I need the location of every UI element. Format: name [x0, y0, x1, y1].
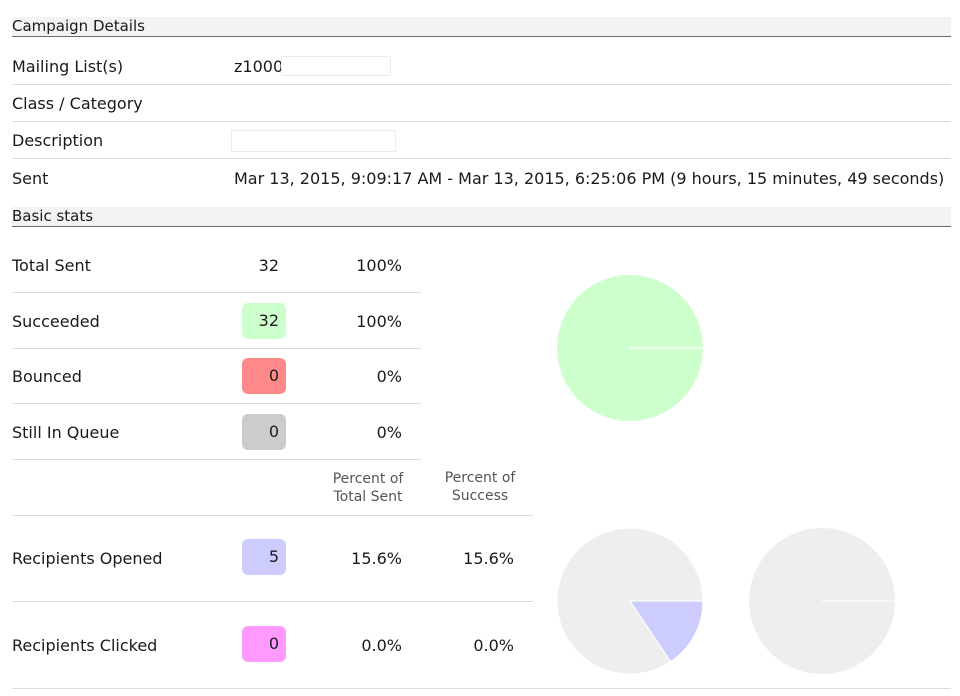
divider [12, 292, 421, 293]
divider [12, 348, 421, 349]
percent-success-header: Percent of Success [430, 469, 530, 505]
succeeded-percent: 100% [356, 312, 402, 331]
opened-pie-chart [556, 527, 704, 675]
divider [12, 158, 951, 159]
sent-value: Mar 13, 2015, 9:09:17 AM - Mar 13, 2015,… [234, 169, 945, 188]
divider [12, 688, 951, 689]
divider [12, 459, 421, 460]
recipients-opened-pct-total: 15.6% [351, 549, 402, 568]
succeeded-count-badge: 32 [242, 303, 286, 339]
still-in-queue-label: Still In Queue [12, 423, 120, 442]
recipients-clicked-count-badge: 0 [242, 626, 286, 662]
pie-slice-not-opened [556, 527, 704, 675]
divider [12, 403, 421, 404]
still-in-queue-count-badge: 0 [242, 414, 286, 450]
percent-total-header-line2: Total Sent [333, 489, 403, 505]
percent-success-header-line2: Success [451, 488, 509, 504]
succeeded-label: Succeeded [12, 312, 100, 331]
recipients-opened-pct-success: 15.6% [463, 549, 514, 568]
divider [12, 515, 533, 516]
total-sent-count: 32 [258, 256, 279, 275]
sent-label: Sent [12, 169, 49, 188]
percent-success-header-line1: Percent of [444, 470, 516, 486]
divider [12, 121, 951, 122]
recipients-clicked-pct-success: 0.0% [473, 636, 514, 655]
basic-stats-header: Basic stats [12, 207, 951, 227]
campaign-details-title: Campaign Details [12, 17, 145, 35]
bounced-label: Bounced [12, 367, 82, 386]
total-sent-percent: 100% [356, 256, 402, 275]
divider [12, 601, 533, 602]
description-input[interactable] [231, 130, 396, 152]
still-in-queue-percent: 0% [376, 423, 402, 442]
mailing-list-value: z1000 [234, 57, 284, 76]
clicked-pie-chart [749, 528, 895, 674]
bounced-count-badge: 0 [242, 358, 286, 394]
pie-slice-recipients-opened [629, 600, 704, 663]
campaign-details-header: Campaign Details [12, 17, 951, 37]
basic-stats-title: Basic stats [12, 207, 94, 225]
percent-total-header: Percent of Total Sent [318, 470, 418, 506]
mailing-list-input[interactable] [281, 56, 391, 76]
class-category-label: Class / Category [12, 94, 143, 113]
description-label: Description [12, 131, 104, 150]
recipients-opened-count-badge: 5 [242, 539, 286, 575]
recipients-clicked-pct-total: 0.0% [361, 636, 402, 655]
bounced-percent: 0% [376, 367, 402, 386]
recipients-clicked-label: Recipients Clicked [12, 636, 158, 655]
recipients-opened-label: Recipients Opened [12, 549, 163, 568]
total-sent-label: Total Sent [12, 256, 91, 275]
delivery-pie-chart [557, 275, 703, 421]
percent-total-header-line1: Percent of [332, 471, 404, 487]
mailing-list-label: Mailing List(s) [12, 57, 124, 76]
divider [12, 84, 951, 85]
